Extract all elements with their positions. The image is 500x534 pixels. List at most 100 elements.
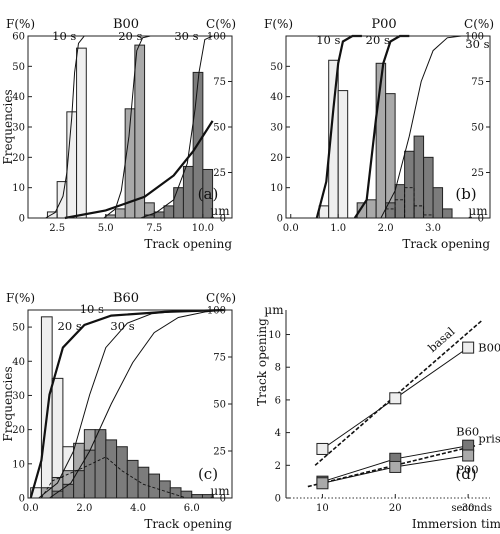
y-tick-label: 50	[270, 62, 283, 73]
right-axis-unit: C(%)	[206, 291, 236, 305]
y-tick-label: 10	[270, 183, 283, 194]
y2-tick-label: 25	[471, 168, 484, 179]
series-label: 20 s	[118, 29, 142, 43]
x-tick-label: 0.0	[283, 223, 299, 234]
series-label: 30 s	[110, 319, 134, 333]
x-tick-label: 20	[389, 503, 402, 514]
y-unit: µm	[264, 303, 284, 317]
histogram-bar	[56, 181, 68, 219]
histogram-bar	[40, 316, 53, 499]
x-tick-label: 3.0	[425, 223, 441, 234]
cumulative-curve	[49, 309, 227, 499]
histogram-bar	[116, 446, 128, 499]
histogram-bar	[442, 208, 453, 219]
data-point	[316, 442, 329, 455]
y-tick-label: 10	[12, 183, 25, 194]
reference-label: prism	[478, 431, 500, 445]
left-axis-unit: F(%)	[6, 291, 35, 305]
histogram-bar	[62, 483, 75, 499]
y-tick-label: 20	[12, 153, 25, 164]
y2-tick-label: 25	[213, 168, 226, 179]
panel-title: B00	[113, 17, 139, 32]
series-label: 30 s	[465, 37, 489, 51]
reference-label: basal	[425, 324, 458, 355]
y-tick-label: 0	[275, 494, 281, 505]
histogram-bar	[404, 150, 415, 219]
histogram-bar	[163, 205, 175, 219]
y2-tick-label: 75	[213, 77, 226, 88]
x-axis-label: Track opening	[144, 237, 232, 251]
y-tick-label: 30	[270, 123, 283, 134]
histogram-bar	[169, 487, 182, 499]
y2-tick-label: 100	[465, 32, 484, 43]
series-label: 20 s	[366, 33, 390, 47]
histogram-bar	[182, 165, 194, 219]
x-tick-label: 2.0	[378, 223, 394, 234]
x-tick-label: 5.0	[98, 223, 114, 234]
panel-a: 0 10 20 30 40 50 60 0 25 50 75 100 2.5 5.0 7.5 10.0 F(%)…	[1, 17, 236, 251]
y-tick-label: 20	[12, 425, 25, 436]
x-tick-label: 10	[316, 503, 329, 514]
y2-tick-label: 75	[213, 353, 226, 364]
panel-c: 0 10 20 30 40 50 0 25 50 75 100 0.0 2.0 4.0 6.0 F(%) C(%…	[1, 291, 236, 531]
y2-tick-label: 0	[220, 214, 226, 225]
histogram-bar	[318, 205, 330, 219]
histogram-bar	[105, 439, 118, 499]
y-tick-label: 6	[275, 395, 281, 406]
histogram-bar	[173, 187, 184, 219]
y-tick-label: 30	[12, 391, 25, 402]
histogram-bar	[191, 494, 203, 499]
right-axis-unit: C(%)	[206, 17, 236, 31]
histogram-bar	[126, 459, 139, 499]
histogram-bar	[432, 187, 444, 219]
y-tick-label: 0	[277, 214, 283, 225]
y-axis-label: Frequencies	[1, 89, 15, 164]
histogram-bar	[423, 156, 434, 219]
panel-title: P00	[371, 17, 396, 32]
y-tick-label: 10	[12, 459, 25, 470]
y-tick-label: 40	[12, 92, 25, 103]
panel-b: 0 10 20 30 40 50 0 25 50 75 100 0.0 1.0 2.0 3.0 F(%) C(%…	[264, 17, 494, 251]
data-point	[462, 341, 475, 354]
highlight-curve	[64, 120, 214, 220]
y-axis-label: Frequencies	[1, 366, 15, 441]
data-point	[389, 460, 402, 473]
y2-tick-label: 50	[471, 123, 484, 134]
histogram-bar	[337, 90, 349, 219]
cumulative-curve	[38, 309, 192, 499]
cumulative-curve	[380, 35, 462, 219]
x-unit: µm	[210, 484, 230, 498]
cumulative-curve	[29, 308, 224, 499]
series-label: 30 s	[174, 29, 198, 43]
histogram-bar	[394, 184, 406, 219]
y-tick-label: 50	[12, 62, 25, 73]
histogram-bar	[134, 44, 146, 219]
x-axis-label: Immersion time	[412, 517, 500, 531]
series-label: 20 s	[58, 319, 82, 333]
dashed-distribution-curve	[41, 456, 187, 499]
y-tick-label: 10	[268, 330, 281, 341]
panel-tag: (c)	[198, 465, 218, 483]
y2-tick-label: 75	[471, 77, 484, 88]
histogram-bar	[148, 473, 161, 499]
histogram-bar	[366, 199, 377, 219]
x-tick-label: 1.0	[330, 223, 346, 234]
y2-tick-label: 50	[213, 400, 226, 411]
left-axis-unit: F(%)	[6, 17, 35, 31]
y2-tick-label: 100	[207, 32, 226, 43]
series-label: B60	[456, 425, 479, 439]
x-tick-label: 6.0	[184, 503, 200, 514]
histogram-bar	[46, 211, 58, 219]
y2-tick-label: 50	[213, 123, 226, 134]
cumulative-curve	[103, 35, 161, 219]
y2-tick-label: 0	[478, 214, 484, 225]
series-label: 10 s	[80, 302, 104, 316]
left-axis-unit: F(%)	[264, 17, 293, 31]
x-axis-label: Track opening	[402, 237, 490, 251]
y-tick-label: 60	[12, 32, 25, 43]
y-tick-label: 4	[275, 428, 281, 439]
x-unit: µm	[468, 204, 488, 218]
panel-tag: (d)	[455, 465, 476, 483]
